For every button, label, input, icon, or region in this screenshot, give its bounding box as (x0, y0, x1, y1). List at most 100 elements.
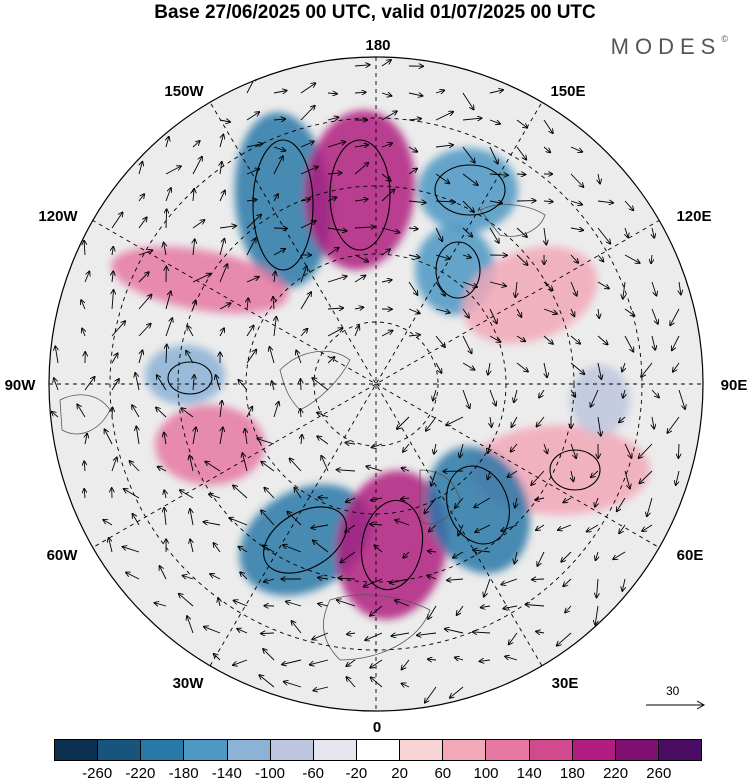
wind-vector (300, 106, 315, 121)
wind-vector (462, 227, 472, 237)
anomaly-blob-1 (304, 110, 416, 270)
wind-vector (273, 146, 285, 151)
wind-vector (570, 173, 583, 187)
wind-vector (219, 191, 225, 202)
wind-vector (537, 416, 545, 427)
wind-vector (673, 362, 680, 372)
wind-vector (613, 551, 626, 559)
wind-vector (111, 353, 118, 364)
wind-vector (651, 308, 658, 324)
wind-vector (327, 328, 343, 337)
wind-vector (300, 83, 315, 94)
anomaly-blob-6 (155, 405, 265, 485)
wind-vector (210, 574, 221, 580)
wind-vector (619, 524, 626, 533)
wind-vector (164, 490, 166, 499)
wind-vector (264, 579, 275, 582)
wind-vector (543, 119, 553, 133)
wind-vector (82, 329, 85, 337)
wind-vector (346, 497, 356, 502)
wind-vector (246, 238, 256, 256)
wind-vector (263, 649, 275, 661)
wind-vector (536, 632, 545, 634)
wind-vector (435, 335, 445, 347)
wind-vector (489, 227, 499, 243)
wind-vector (105, 429, 113, 445)
wind-vector (435, 201, 455, 202)
wind-vector (219, 328, 224, 337)
wind-vector (165, 188, 171, 202)
wind-vector (435, 90, 444, 93)
wind-vector (219, 120, 230, 122)
wind-vector (679, 281, 681, 295)
wind-vector (300, 199, 310, 201)
wind-vector (462, 308, 469, 318)
colorbar-cell-5 (270, 740, 314, 760)
wind-vector (670, 308, 680, 325)
wind-vector (264, 488, 275, 499)
wind-vector (371, 677, 383, 688)
wind-vector (462, 146, 475, 163)
wind-vector (516, 335, 525, 341)
wind-vector (233, 485, 248, 499)
wind-vector (426, 416, 437, 431)
wind-vector (216, 375, 221, 391)
wind-vector (354, 92, 366, 93)
modes-logo: MODES© (610, 34, 728, 59)
colorbar-cell-13 (615, 740, 659, 760)
wind-vector (186, 351, 194, 364)
wind-vector (327, 308, 343, 309)
colorbar-tick: 60 (434, 765, 452, 782)
wind-vector (274, 272, 275, 283)
wind-vector (54, 378, 59, 391)
wind-vector (346, 659, 356, 666)
wind-vector (445, 629, 464, 634)
wind-vector (484, 578, 491, 597)
wind-vector (447, 579, 464, 580)
wind-vector (515, 281, 517, 297)
wind-vector (570, 228, 583, 230)
colorbar-tick: 100 (473, 765, 499, 782)
wind-vector (509, 632, 518, 644)
wind-vector (598, 308, 599, 318)
wind-vector (435, 112, 453, 121)
wind-vector (300, 221, 316, 229)
wind-vector (597, 578, 599, 597)
wind-vector (397, 416, 410, 429)
wind-vector (84, 241, 85, 256)
wind-vector (381, 331, 393, 337)
wind-vector (489, 146, 498, 164)
colorbar-tick: 20 (391, 765, 408, 782)
wind-vector (374, 545, 383, 553)
colorbar-cell-14 (658, 740, 702, 760)
anomaly-blob-12 (570, 365, 630, 435)
wind-vector (507, 470, 518, 477)
lon-label-lower-right: 60E (677, 547, 704, 564)
wind-vector (511, 416, 518, 427)
wind-vector (84, 461, 85, 472)
wind-vector (166, 209, 167, 229)
wind-vector (136, 426, 139, 445)
wind-vector (85, 434, 87, 445)
wind-vector (516, 254, 528, 265)
wind-vector (539, 389, 545, 398)
wind-vector (651, 254, 652, 263)
wind-vector (370, 605, 383, 616)
wind-vector (381, 173, 391, 181)
wind-vector (561, 551, 572, 562)
wind-vector (272, 381, 274, 391)
wind-vector (505, 656, 518, 661)
colorbar-ticks: -260 -220 -180 -140 -100 -60 -20 20 60 100 140 180 2… (54, 765, 702, 783)
wind-vector (558, 524, 572, 530)
wind-vector (516, 362, 528, 372)
wind-vector (327, 93, 337, 94)
wind-vector (345, 443, 356, 444)
wind-vector (337, 470, 356, 471)
wind-vector (489, 389, 496, 406)
wind-vector (427, 576, 437, 579)
lon-label-upper-left: 120W (38, 208, 78, 225)
wind-vector (591, 470, 599, 477)
wind-vector (135, 373, 140, 391)
wind-vector (181, 408, 194, 418)
